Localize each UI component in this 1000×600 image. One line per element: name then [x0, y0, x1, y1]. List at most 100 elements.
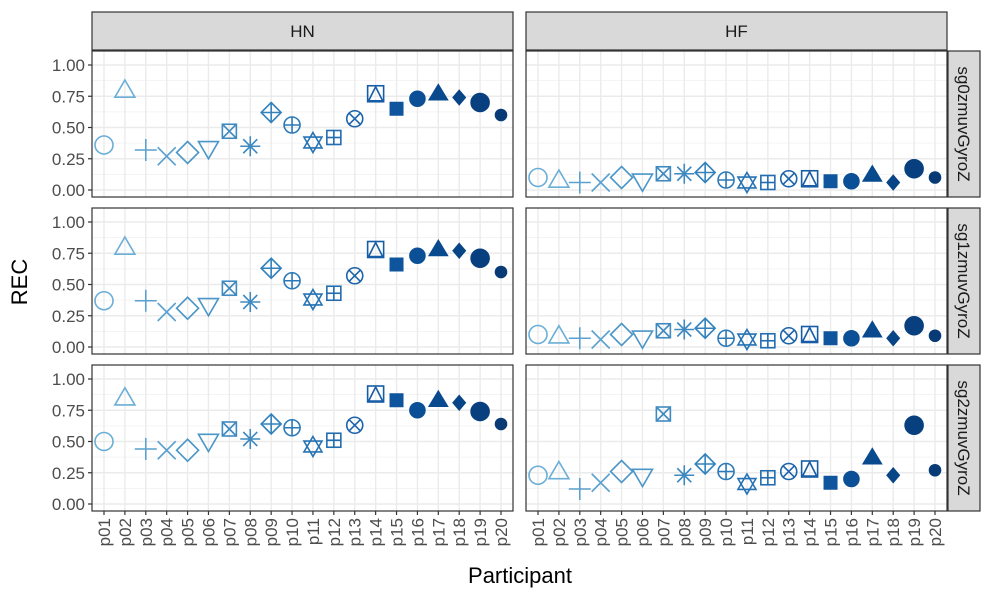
- point-p03: [568, 171, 591, 194]
- point-p08: [674, 163, 695, 184]
- point-p11: [736, 472, 758, 496]
- point-p19: [470, 92, 490, 113]
- point-p06: [197, 140, 220, 161]
- point-p10: [717, 171, 735, 189]
- point-p05: [175, 438, 200, 463]
- point-p13: [779, 462, 798, 481]
- panel-hf-sg0zmuvgyroz: [525, 50, 948, 198]
- x-tick-label-p14: p14: [367, 518, 386, 546]
- point-p17: [427, 238, 449, 257]
- x-tick-label-p09: p09: [262, 518, 281, 546]
- column-strip-label: HN: [290, 22, 315, 41]
- point-p16: [843, 470, 860, 488]
- point-p13: [345, 416, 364, 435]
- point-p20: [494, 108, 508, 122]
- panel-border: [91, 207, 514, 355]
- point-p03: [134, 289, 157, 312]
- point-p17: [427, 83, 449, 101]
- point-p17: [427, 389, 449, 408]
- x-tick-label-p20: p20: [492, 518, 511, 546]
- panel-background: [526, 208, 947, 354]
- strip-background: [525, 11, 948, 51]
- point-p06: [197, 297, 220, 318]
- point-p16: [409, 90, 426, 108]
- point-p07: [221, 421, 238, 437]
- point-p10: [283, 271, 301, 290]
- point-p02: [113, 235, 137, 255]
- point-p15: [823, 174, 838, 189]
- y-tick-label: 0.00: [52, 181, 85, 200]
- point-p20: [494, 417, 508, 431]
- column-strip-hf: HF: [525, 11, 948, 51]
- panel-background: [92, 51, 513, 197]
- panel-grid: [526, 365, 947, 511]
- point-p04: [591, 172, 611, 193]
- point-p20: [928, 329, 942, 343]
- panel-grid: [92, 51, 513, 197]
- point-p15: [389, 101, 404, 116]
- point-p03: [568, 478, 591, 500]
- point-p11: [302, 130, 324, 155]
- strip-background: [947, 207, 981, 355]
- point-p18: [452, 89, 467, 106]
- y-axis-sg2zmuvgyroz: 0.00 0.25 0.50 0.75 1.00: [52, 370, 92, 514]
- point-p14: [800, 325, 819, 344]
- point-p08: [240, 292, 261, 312]
- x-tick-label-p13: p13: [780, 518, 799, 546]
- point-p07: [655, 406, 672, 422]
- point-p09: [694, 317, 717, 340]
- point-p06: [631, 468, 654, 489]
- x-tick-label-p15: p15: [388, 518, 407, 546]
- point-p07: [221, 123, 238, 140]
- point-p02: [547, 168, 571, 188]
- x-tick-label-p04: p04: [158, 518, 177, 546]
- panel-border: [525, 50, 948, 198]
- x-tick-label-p14: p14: [801, 518, 820, 546]
- x-tick-label-p11: p11: [304, 518, 323, 545]
- point-p03: [568, 327, 591, 350]
- y-axis-title: REC: [7, 259, 32, 306]
- x-tick-label-p04: p04: [592, 518, 611, 546]
- x-tick-label-p17: p17: [429, 518, 448, 546]
- y-tick-label: 1.00: [52, 213, 85, 232]
- point-p17: [861, 164, 883, 182]
- point-p02: [113, 78, 137, 98]
- point-p14: [366, 84, 385, 103]
- point-p16: [843, 172, 860, 190]
- panel-border: [91, 364, 514, 512]
- y-tick-label: 1.00: [52, 56, 85, 75]
- point-p13: [779, 169, 798, 188]
- chart-panels: HN HF sg0zmuvGyroZ sg1zmuvGyroZ sg2zmuvGyroZ: [91, 11, 981, 512]
- y-tick-label: 0.75: [52, 244, 85, 263]
- point-p14: [366, 385, 385, 403]
- row-strip-label: sg0zmuvGyroZ: [954, 66, 973, 181]
- point-p01: [94, 290, 114, 311]
- point-p12: [760, 332, 776, 349]
- strip-background: [91, 11, 514, 51]
- point-p01: [528, 465, 548, 486]
- x-tick-label-p16: p16: [408, 518, 427, 546]
- x-tick-label-p16: p16: [842, 518, 861, 546]
- point-p18: [452, 394, 467, 411]
- point-p03: [134, 438, 157, 460]
- row-strip-sg2zmuvgyroz: sg2zmuvGyroZ: [947, 364, 981, 512]
- x-tick-label-p06: p06: [633, 518, 652, 546]
- point-p20: [494, 265, 508, 279]
- panel-hn-sg2zmuvgyroz: [91, 364, 514, 512]
- point-p19: [904, 315, 924, 336]
- point-p05: [609, 165, 634, 190]
- y-tick-label: 0.50: [52, 119, 85, 138]
- y-tick-label: 0.75: [52, 87, 85, 106]
- point-p05: [609, 322, 634, 347]
- column-strip-label: HF: [725, 22, 748, 41]
- x-tick-label-p20: p20: [926, 518, 945, 546]
- point-p01: [528, 167, 548, 188]
- point-p02: [547, 459, 571, 480]
- point-p11: [736, 327, 758, 352]
- point-p10: [717, 329, 735, 348]
- y-tick-label: 0.00: [52, 338, 85, 357]
- panel-background: [92, 365, 513, 511]
- y-tick-label: 0.50: [52, 433, 85, 452]
- point-p15: [389, 393, 404, 408]
